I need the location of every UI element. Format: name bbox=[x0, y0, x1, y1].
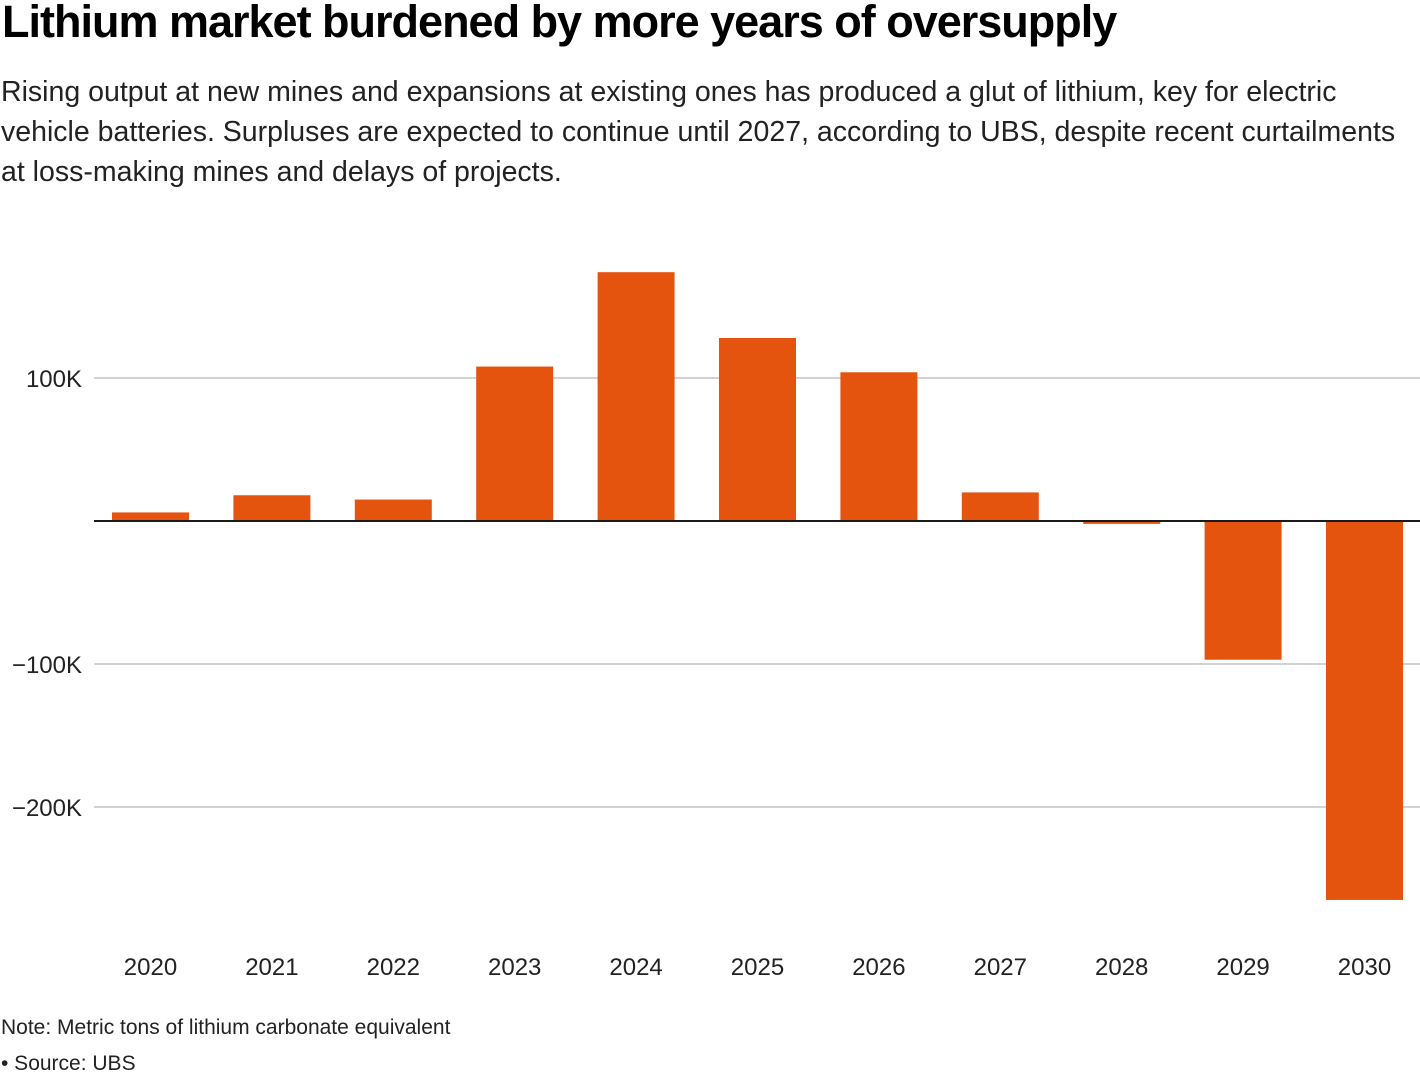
x-tick-label: 2025 bbox=[731, 954, 784, 981]
chart-subtitle: Rising output at new mines and expansion… bbox=[1, 76, 1396, 188]
bar-2026 bbox=[840, 372, 918, 521]
x-tick-label: 2020 bbox=[124, 954, 177, 981]
bar-2023 bbox=[476, 366, 554, 521]
bar-chart: 100K−100K−200K 2020 2021 2022 2023 2024 2025 2… bbox=[12, 272, 1420, 981]
x-tick-label: 2022 bbox=[367, 954, 420, 981]
y-tick-label: −200K bbox=[12, 795, 82, 822]
chart-title: Lithium market burdened by more years of… bbox=[2, 0, 1117, 47]
bar-2027 bbox=[961, 492, 1039, 521]
bar-2020 bbox=[112, 512, 189, 521]
chart-note: Note: Metric tons of lithium carbonate e… bbox=[1, 1016, 451, 1039]
bar-2028 bbox=[1083, 521, 1161, 524]
bar-2024 bbox=[597, 272, 675, 521]
x-tick-label: 2029 bbox=[1216, 954, 1269, 981]
x-tick-label: 2024 bbox=[609, 954, 662, 981]
x-tick-label: 2030 bbox=[1338, 954, 1391, 981]
chart-source: • Source: UBS bbox=[1, 1052, 136, 1075]
y-tick-label: −100K bbox=[12, 652, 82, 679]
y-axis-labels: 100K −100K −200K bbox=[12, 366, 82, 822]
bar-2021 bbox=[233, 495, 311, 521]
bar-2029 bbox=[1204, 521, 1282, 660]
bar-2030 bbox=[1326, 521, 1403, 900]
x-axis-labels: 2020 2021 2022 2023 2024 2025 2026 2027 2028 2029… bbox=[124, 954, 1391, 981]
x-tick-label: 2023 bbox=[488, 954, 541, 981]
bar-2022 bbox=[354, 499, 432, 521]
x-tick-label: 2026 bbox=[852, 954, 905, 981]
bar-2025 bbox=[719, 337, 796, 521]
bars bbox=[94, 272, 1420, 900]
x-tick-label: 2027 bbox=[974, 954, 1027, 981]
y-tick-label: 100K bbox=[26, 366, 82, 393]
x-tick-label: 2021 bbox=[245, 954, 298, 981]
x-tick-label: 2028 bbox=[1095, 954, 1148, 981]
